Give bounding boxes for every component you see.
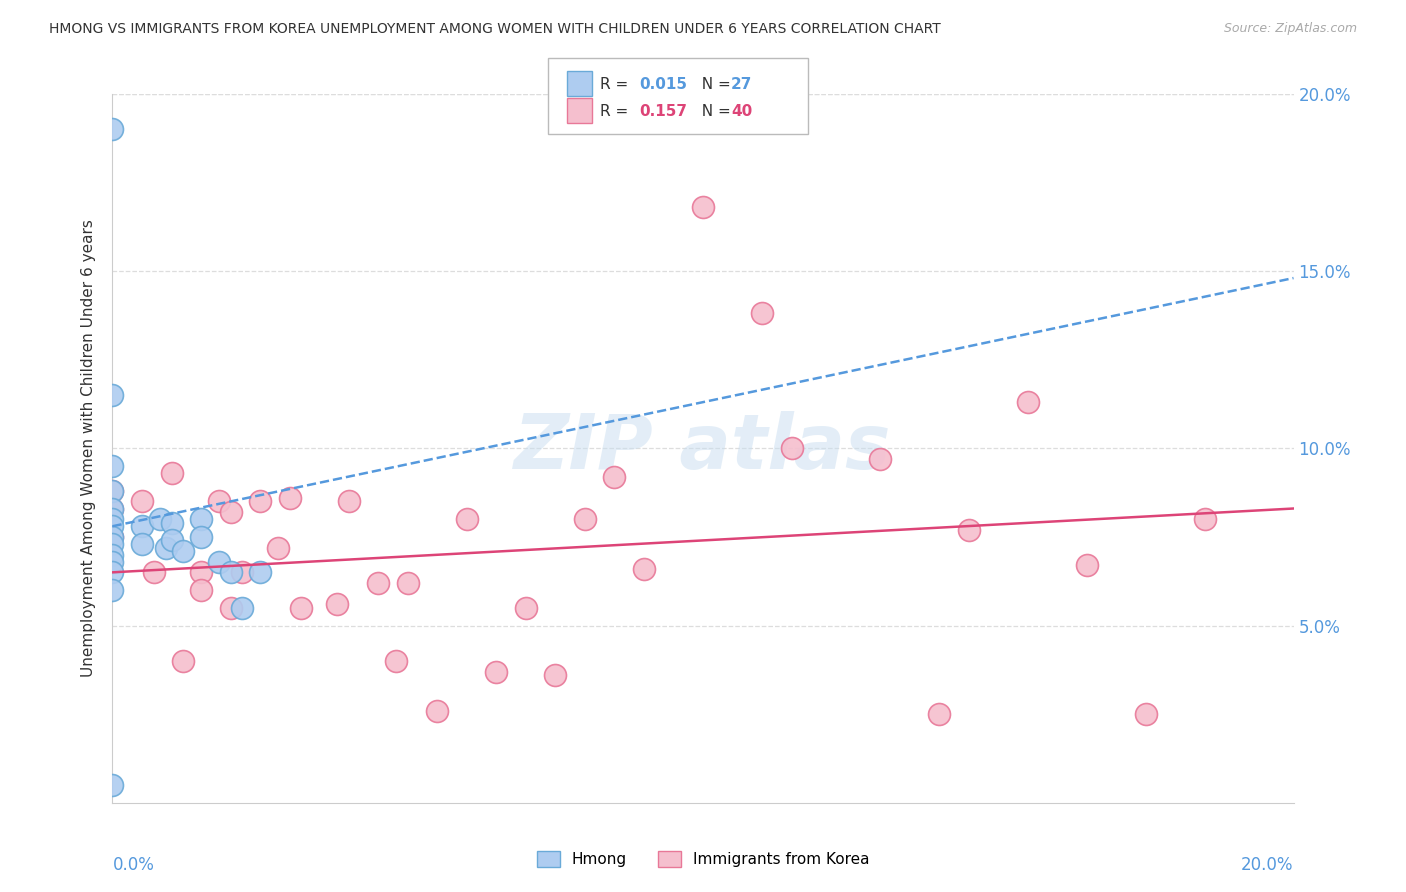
Point bbox=[231, 566, 253, 580]
Point bbox=[1076, 558, 1098, 573]
Point bbox=[155, 541, 177, 555]
Point bbox=[149, 512, 172, 526]
Point bbox=[385, 654, 408, 668]
Point bbox=[101, 388, 124, 402]
Point bbox=[692, 200, 714, 214]
Point bbox=[249, 566, 271, 580]
Point bbox=[396, 576, 419, 591]
Point bbox=[869, 451, 891, 466]
Text: R =: R = bbox=[600, 104, 634, 119]
Point bbox=[101, 458, 124, 473]
Point bbox=[456, 512, 478, 526]
Point bbox=[208, 494, 231, 508]
Point bbox=[278, 491, 301, 505]
Point bbox=[928, 707, 950, 722]
Point bbox=[142, 566, 165, 580]
Text: HMONG VS IMMIGRANTS FROM KOREA UNEMPLOYMENT AMONG WOMEN WITH CHILDREN UNDER 6 YE: HMONG VS IMMIGRANTS FROM KOREA UNEMPLOYM… bbox=[49, 22, 941, 37]
Point bbox=[751, 306, 773, 320]
Point bbox=[101, 537, 124, 551]
Point bbox=[190, 583, 212, 598]
Point bbox=[574, 512, 596, 526]
Point bbox=[957, 523, 980, 537]
Y-axis label: Unemployment Among Women with Children Under 6 years: Unemployment Among Women with Children U… bbox=[80, 219, 96, 677]
Text: Source: ZipAtlas.com: Source: ZipAtlas.com bbox=[1223, 22, 1357, 36]
Text: 0.0%: 0.0% bbox=[112, 856, 155, 874]
Point bbox=[190, 512, 212, 526]
Text: 40: 40 bbox=[731, 104, 752, 119]
Point bbox=[219, 600, 242, 615]
Point bbox=[101, 778, 124, 792]
Point bbox=[172, 654, 194, 668]
Point bbox=[101, 583, 124, 598]
Point bbox=[633, 562, 655, 576]
Text: 20.0%: 20.0% bbox=[1241, 856, 1294, 874]
Point bbox=[190, 530, 212, 544]
Point bbox=[1135, 707, 1157, 722]
Point bbox=[337, 494, 360, 508]
Point bbox=[326, 597, 349, 611]
Point bbox=[544, 668, 567, 682]
Point bbox=[131, 537, 153, 551]
Point bbox=[1194, 512, 1216, 526]
Point bbox=[101, 530, 124, 544]
Point bbox=[219, 505, 242, 519]
Point bbox=[101, 122, 124, 136]
Text: 0.157: 0.157 bbox=[640, 104, 688, 119]
Point bbox=[267, 541, 290, 555]
Point bbox=[426, 704, 449, 718]
Point bbox=[249, 494, 271, 508]
Point bbox=[160, 533, 183, 548]
Text: N =: N = bbox=[692, 78, 735, 92]
Point bbox=[131, 494, 153, 508]
Point bbox=[101, 512, 124, 526]
Point bbox=[101, 548, 124, 562]
Point bbox=[208, 555, 231, 569]
Point bbox=[219, 566, 242, 580]
Point bbox=[231, 600, 253, 615]
Point bbox=[101, 555, 124, 569]
Text: N =: N = bbox=[692, 104, 735, 119]
Point bbox=[780, 441, 803, 455]
Point bbox=[1017, 395, 1039, 409]
Point bbox=[101, 501, 124, 516]
Text: ZIP atlas: ZIP atlas bbox=[515, 411, 891, 485]
Text: 27: 27 bbox=[731, 78, 752, 92]
Point bbox=[172, 544, 194, 558]
Text: R =: R = bbox=[600, 78, 634, 92]
Point bbox=[101, 483, 124, 498]
Point bbox=[290, 600, 312, 615]
Legend: Hmong, Immigrants from Korea: Hmong, Immigrants from Korea bbox=[530, 845, 876, 873]
Point bbox=[485, 665, 508, 679]
Point bbox=[160, 466, 183, 480]
Point bbox=[101, 519, 124, 533]
Point bbox=[603, 469, 626, 483]
Point bbox=[190, 566, 212, 580]
Point bbox=[101, 566, 124, 580]
Point bbox=[101, 501, 124, 516]
Point bbox=[101, 483, 124, 498]
Point bbox=[101, 530, 124, 544]
Point bbox=[515, 600, 537, 615]
Point bbox=[160, 516, 183, 530]
Text: 0.015: 0.015 bbox=[640, 78, 688, 92]
Point bbox=[367, 576, 389, 591]
Point bbox=[131, 519, 153, 533]
